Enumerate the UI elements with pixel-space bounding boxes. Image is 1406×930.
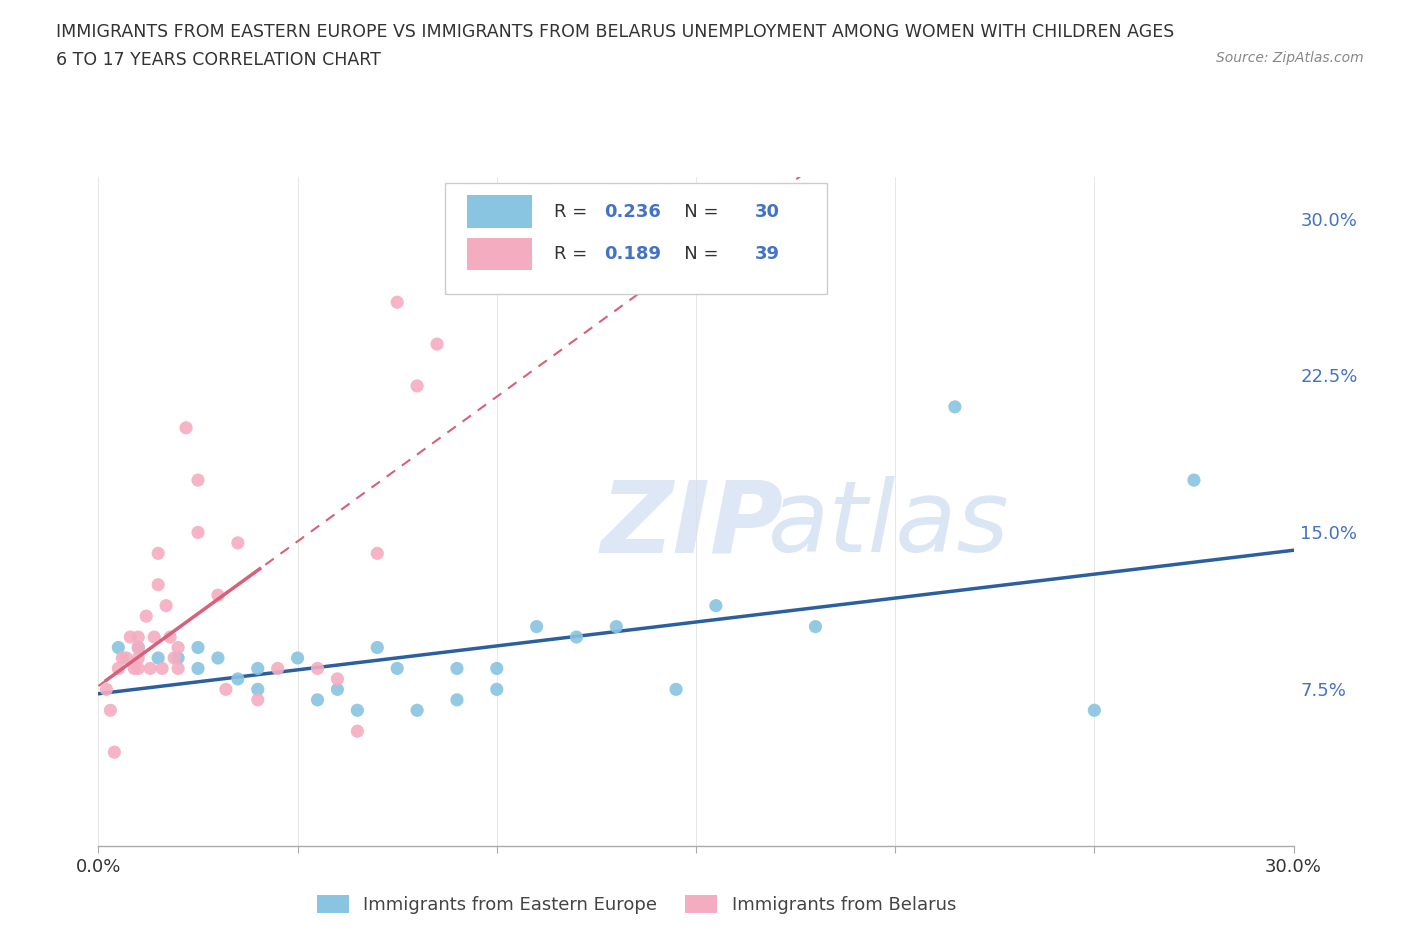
Point (426, 337, 449, 352)
Point (159, 630, 181, 644)
Point (115, 651, 138, 666)
Point (107, 661, 129, 676)
Text: R =: R = (554, 245, 593, 262)
Point (96, 682, 118, 697)
Text: N =: N = (668, 245, 724, 262)
Point (127, 661, 149, 676)
Text: 0.189: 0.189 (605, 245, 661, 262)
Legend: Immigrants from Eastern Europe, Immigrants from Belarus: Immigrants from Eastern Europe, Immigran… (316, 895, 956, 914)
Point (226, 536, 249, 551)
Point (485, 682, 508, 697)
Point (215, 682, 238, 697)
Point (526, 619, 548, 634)
Bar (467, 195, 533, 228)
Bar (467, 238, 533, 270)
Point (111, 651, 134, 666)
Point (307, 692, 329, 708)
Point (150, 661, 173, 676)
Text: IMMIGRANTS FROM EASTERN EUROPE VS IMMIGRANTS FROM BELARUS UNEMPLOYMENT AMONG WOM: IMMIGRANTS FROM EASTERN EUROPE VS IMMIGR… (56, 23, 1174, 41)
Point (127, 651, 149, 666)
Text: 39: 39 (755, 245, 779, 262)
Point (346, 703, 368, 718)
Point (366, 640, 388, 655)
Point (385, 295, 409, 310)
Point (605, 619, 627, 634)
Text: R =: R = (554, 203, 593, 220)
Point (565, 630, 588, 644)
Point (167, 651, 190, 666)
Point (665, 682, 688, 697)
Text: N =: N = (668, 203, 724, 220)
Point (174, 420, 197, 435)
Point (187, 472, 209, 487)
Text: 0.236: 0.236 (605, 203, 661, 220)
Y-axis label: Unemployment Among Women with Children Ages 6 to 17 years: Unemployment Among Women with Children A… (0, 252, 7, 771)
Point (148, 578, 170, 592)
Point (246, 682, 269, 697)
Point (1083, 703, 1105, 718)
Point (446, 661, 468, 676)
Point (943, 400, 966, 415)
Text: 30: 30 (755, 203, 779, 220)
Point (139, 661, 162, 676)
Point (120, 630, 142, 644)
Point (406, 703, 429, 718)
Point (385, 661, 409, 676)
Point (246, 692, 269, 708)
Point (226, 671, 249, 686)
Point (307, 661, 329, 676)
Point (187, 661, 209, 676)
Point (267, 661, 290, 676)
Point (207, 588, 229, 603)
Point (804, 619, 827, 634)
Point (103, 745, 125, 760)
Point (135, 609, 157, 624)
Point (100, 703, 122, 718)
Point (155, 598, 177, 613)
Point (187, 640, 209, 655)
Point (127, 640, 149, 655)
Point (326, 682, 349, 697)
Point (163, 651, 186, 666)
Text: ZIP: ZIP (600, 476, 783, 574)
Text: 6 TO 17 YEARS CORRELATION CHART: 6 TO 17 YEARS CORRELATION CHART (56, 51, 381, 69)
Point (148, 651, 170, 666)
Point (127, 630, 149, 644)
Point (1182, 472, 1205, 487)
Point (167, 661, 190, 676)
Point (107, 640, 129, 655)
Point (346, 724, 368, 738)
Point (446, 692, 468, 708)
FancyBboxPatch shape (444, 183, 827, 294)
Point (127, 640, 149, 655)
Point (148, 546, 170, 561)
Point (485, 661, 508, 676)
Point (704, 598, 727, 613)
Text: Source: ZipAtlas.com: Source: ZipAtlas.com (1216, 51, 1364, 65)
Point (167, 640, 190, 655)
Point (366, 546, 388, 561)
Point (187, 525, 209, 540)
Text: atlas: atlas (768, 476, 1010, 574)
Point (143, 630, 166, 644)
Point (287, 651, 309, 666)
Point (124, 661, 146, 676)
Point (246, 661, 269, 676)
Point (326, 671, 349, 686)
Point (446, 274, 468, 289)
Point (207, 651, 229, 666)
Point (406, 379, 429, 393)
